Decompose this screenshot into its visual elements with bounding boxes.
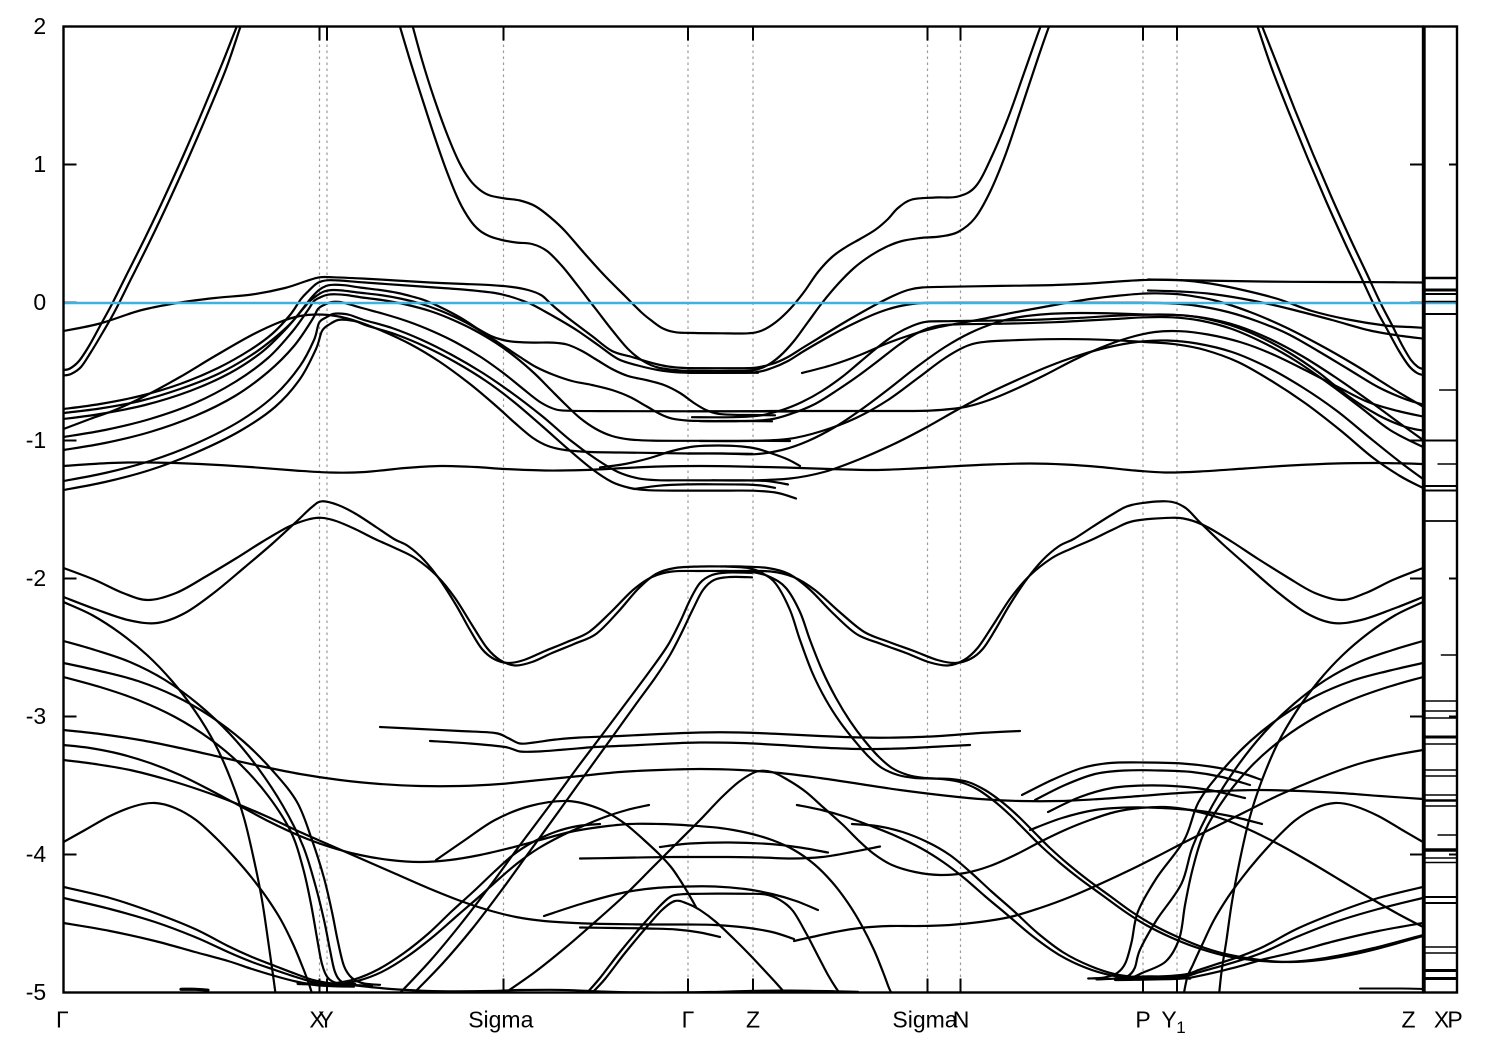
svg-text:1: 1 [1176, 1018, 1185, 1037]
svg-text:X: X [1434, 1007, 1449, 1033]
svg-text:-1: -1 [26, 427, 46, 453]
svg-text:Z: Z [746, 1007, 760, 1033]
svg-text:Y: Y [1161, 1007, 1176, 1033]
svg-text:N: N [953, 1007, 970, 1033]
svg-text:Sigma: Sigma [892, 1007, 957, 1033]
svg-text:Γ: Γ [56, 1007, 69, 1033]
svg-text:1: 1 [33, 151, 46, 177]
svg-text:-3: -3 [26, 703, 46, 729]
svg-text:P: P [1447, 1007, 1462, 1033]
svg-text:Sigma: Sigma [468, 1007, 533, 1033]
svg-text:0: 0 [33, 289, 46, 315]
svg-text:Γ: Γ [682, 1007, 695, 1033]
svg-text:P: P [1135, 1007, 1150, 1033]
svg-text:-5: -5 [26, 979, 46, 1005]
svg-text:Z: Z [1401, 1007, 1415, 1033]
svg-text:Y: Y [318, 1007, 333, 1033]
svg-text:-2: -2 [26, 565, 46, 591]
svg-text:-4: -4 [26, 841, 47, 867]
svg-text:2: 2 [33, 13, 46, 39]
svg-text:X: X [309, 1007, 324, 1033]
